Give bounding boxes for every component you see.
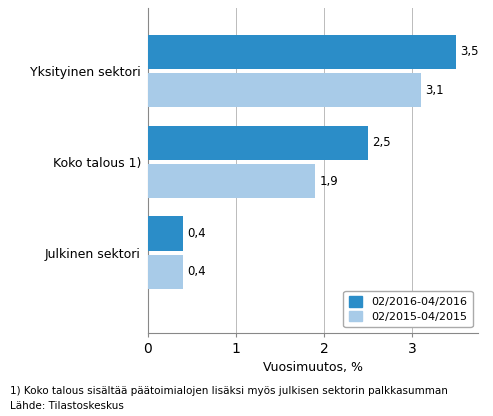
Legend: 02/2016-04/2016, 02/2015-04/2015: 02/2016-04/2016, 02/2015-04/2015 xyxy=(343,291,473,327)
Bar xyxy=(148,35,456,69)
Text: Lähde: Tilastoskeskus: Lähde: Tilastoskeskus xyxy=(10,401,124,411)
Bar xyxy=(148,216,183,251)
Text: 3,5: 3,5 xyxy=(460,45,479,58)
Text: 1) Koko talous sisältää päätoimialojen lisäksi myös julkisen sektorin palkkasumm: 1) Koko talous sisältää päätoimialojen l… xyxy=(10,386,448,396)
Bar xyxy=(148,126,368,160)
Bar xyxy=(148,73,421,107)
Bar xyxy=(148,164,315,198)
Text: 0,4: 0,4 xyxy=(187,227,206,240)
Bar xyxy=(148,255,183,289)
Text: 0,4: 0,4 xyxy=(187,265,206,278)
Text: 2,5: 2,5 xyxy=(373,136,391,149)
X-axis label: Vuosimuutos, %: Vuosimuutos, % xyxy=(263,362,363,374)
Text: 3,1: 3,1 xyxy=(425,84,444,97)
Text: 1,9: 1,9 xyxy=(319,175,338,188)
